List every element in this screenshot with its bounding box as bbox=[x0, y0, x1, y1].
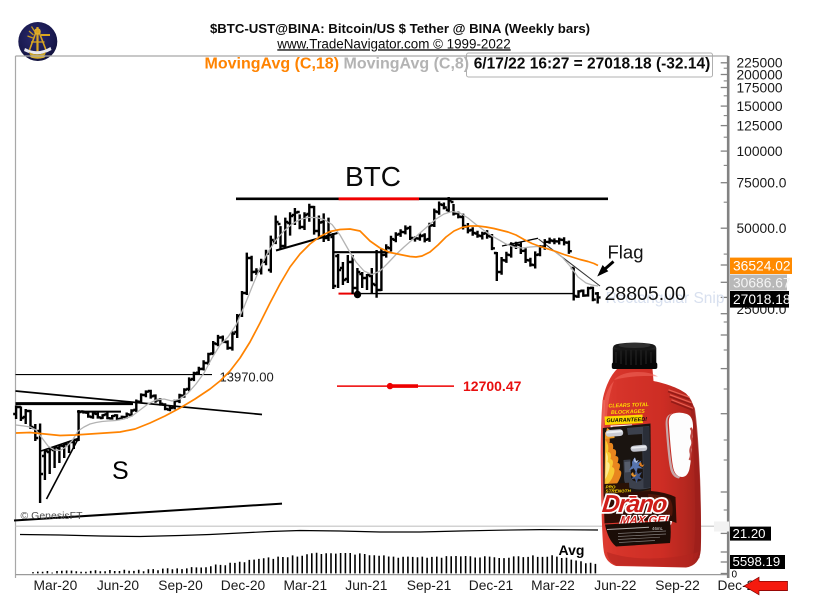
svg-text:Sep-22: Sep-22 bbox=[655, 578, 700, 593]
svg-text:Dec-20: Dec-20 bbox=[221, 578, 266, 593]
svg-text:Mar-21: Mar-21 bbox=[283, 578, 327, 593]
svg-text:Jun-22: Jun-22 bbox=[594, 578, 636, 593]
svg-text:46mL: 46mL bbox=[652, 526, 664, 531]
svg-text:STRENGTH: STRENGTH bbox=[606, 489, 632, 494]
svg-text:30686.67: 30686.67 bbox=[733, 275, 791, 290]
svg-text:200000: 200000 bbox=[737, 67, 783, 82]
svg-text:6/17/22 16:27 = 27018.18 (-32.: 6/17/22 16:27 = 27018.18 (-32.14) bbox=[474, 56, 711, 73]
svg-text:MovingAvg (C,8): MovingAvg (C,8) bbox=[344, 56, 470, 73]
svg-text:Sep-20: Sep-20 bbox=[158, 578, 203, 593]
svg-text:Sep-21: Sep-21 bbox=[407, 578, 452, 593]
svg-text:100000: 100000 bbox=[737, 144, 783, 159]
svg-text:$BTC-UST@BINA: Bitcoin/US $ T: $BTC-UST@BINA: Bitcoin/US $ Tether @ BIN… bbox=[210, 21, 590, 36]
svg-text:175000: 175000 bbox=[737, 80, 783, 95]
svg-text:28805.00: 28805.00 bbox=[605, 283, 686, 305]
svg-text:150000: 150000 bbox=[737, 99, 783, 114]
svg-text:www.TradeNavigator.com © 1999-: www.TradeNavigator.com © 1999-2022 bbox=[276, 36, 510, 51]
svg-text:BTC: BTC bbox=[345, 161, 401, 192]
svg-text:CLEARS TOTAL: CLEARS TOTAL bbox=[608, 402, 649, 409]
svg-text:Jun-20: Jun-20 bbox=[97, 578, 140, 593]
svg-text:S: S bbox=[112, 457, 129, 485]
svg-text:MovingAvg (C,18): MovingAvg (C,18) bbox=[205, 56, 340, 73]
svg-text:© GenesisFT: © GenesisFT bbox=[21, 510, 84, 522]
svg-text:Mar-20: Mar-20 bbox=[34, 578, 78, 593]
svg-text:27018.18: 27018.18 bbox=[733, 292, 791, 307]
svg-text:Flag: Flag bbox=[608, 242, 644, 263]
svg-text:Jun-21: Jun-21 bbox=[345, 578, 387, 593]
svg-text:75000.0: 75000.0 bbox=[737, 176, 787, 191]
svg-text:13970.00: 13970.00 bbox=[220, 370, 274, 385]
svg-text:Avg: Avg bbox=[559, 542, 585, 558]
svg-text:50000.0: 50000.0 bbox=[737, 221, 787, 236]
svg-text:21.20: 21.20 bbox=[733, 526, 766, 541]
svg-text:GUARANTEED!: GUARANTEED! bbox=[606, 417, 647, 424]
svg-text:36524.02: 36524.02 bbox=[733, 259, 791, 274]
svg-text:Rectangular Snip: Rectangular Snip bbox=[606, 290, 725, 307]
svg-text:BLOCKAGES: BLOCKAGES bbox=[611, 409, 645, 416]
svg-text:PRO: PRO bbox=[606, 484, 616, 489]
svg-text:12700.47: 12700.47 bbox=[463, 378, 522, 394]
svg-text:5598.19: 5598.19 bbox=[733, 554, 781, 569]
svg-text:125000: 125000 bbox=[737, 118, 783, 133]
svg-text:Mar-22: Mar-22 bbox=[531, 578, 575, 593]
svg-text:MAX GEL: MAX GEL bbox=[620, 515, 673, 527]
svg-text:0: 0 bbox=[732, 570, 738, 581]
svg-text:Dec-21: Dec-21 bbox=[469, 578, 513, 593]
svg-text:225000: 225000 bbox=[737, 56, 783, 71]
